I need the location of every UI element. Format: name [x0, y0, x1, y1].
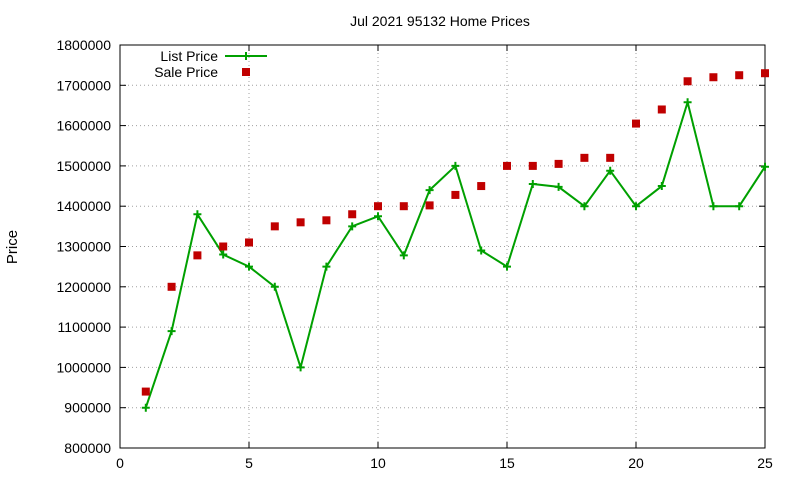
- sale-price-point: [451, 190, 460, 199]
- sale-price-point: [348, 210, 357, 219]
- series: [141, 69, 769, 412]
- sale-price-point: [193, 251, 202, 260]
- list-price-line: [144, 98, 766, 409]
- list-price-point: [296, 363, 305, 372]
- sale-price-point: [219, 242, 228, 251]
- list-price-point: [425, 186, 434, 195]
- sale-price-point: [606, 153, 615, 162]
- list-price-point: [193, 210, 202, 219]
- sale-price-point: [167, 282, 176, 291]
- list-price-point: [657, 182, 666, 191]
- list-price-point: [167, 327, 176, 336]
- grid: [120, 45, 765, 448]
- list-price-point: [503, 262, 511, 271]
- list-price-point: [219, 250, 228, 259]
- x-tick-label: 15: [499, 455, 515, 471]
- y-tick-label: 1000000: [56, 359, 111, 375]
- legend-label-sale-price: Sale Price: [154, 64, 218, 80]
- sale-price-point: [477, 182, 486, 191]
- list-price-point: [451, 161, 460, 170]
- list-price-point: [683, 98, 692, 107]
- sale-price-point: [503, 161, 511, 170]
- legend: List Price Sale Price: [154, 48, 267, 80]
- y-tick-label: 1800000: [56, 37, 111, 53]
- y-axis-label: Price: [4, 230, 21, 264]
- y-tick-label: 1100000: [58, 319, 112, 335]
- sale-price-point: [425, 201, 434, 210]
- sale-price-point: [270, 222, 279, 231]
- list-price-point: [374, 212, 382, 221]
- list-price-point: [632, 202, 640, 211]
- x-tick-label: 20: [628, 455, 644, 471]
- sale-price-point: [632, 119, 640, 128]
- sale-price-point: [735, 71, 744, 80]
- list-price-point: [270, 282, 279, 291]
- sale-price-point: [374, 202, 382, 211]
- legend-label-list-price: List Price: [160, 48, 218, 64]
- sale-price-point: [399, 202, 408, 211]
- x-tick-label: 10: [370, 455, 386, 471]
- x-tick-label: 25: [757, 455, 773, 471]
- sale-price-point: [296, 218, 305, 227]
- y-tick-label: 1700000: [56, 77, 111, 93]
- sale-price-point: [709, 73, 718, 82]
- legend-marker-sale-price: [242, 68, 250, 76]
- list-price-point: [580, 202, 589, 211]
- list-price-point: [528, 180, 537, 189]
- list-price-point: [554, 182, 563, 191]
- list-price-point: [709, 202, 718, 211]
- y-tick-label: 1400000: [56, 198, 111, 214]
- list-price-point: [399, 251, 408, 260]
- list-price-point: [322, 262, 331, 271]
- sale-price-point: [683, 77, 692, 86]
- sale-price-point: [657, 105, 666, 114]
- y-tick-label: 1300000: [56, 239, 111, 255]
- axis-ticks: 0 5 10 15 20 25 800000 900000 1000000 1100000 1200…: [56, 37, 773, 471]
- list-price-point: [348, 222, 357, 231]
- list-price-point: [606, 166, 615, 175]
- list-price-point: [477, 246, 486, 255]
- chart-title: Jul 2021 95132 Home Prices: [350, 13, 530, 29]
- y-tick-label: 900000: [64, 400, 111, 416]
- sale-price-point: [528, 161, 537, 170]
- y-tick-label: 1500000: [56, 158, 111, 174]
- sale-price-point: [761, 69, 769, 78]
- list-price-point: [735, 202, 744, 211]
- x-tick-label: 0: [116, 455, 124, 471]
- list-price-point: [761, 162, 769, 171]
- sale-price-point: [141, 387, 150, 396]
- sale-price-point: [322, 216, 331, 225]
- legend-marker-list-price: [242, 52, 250, 60]
- sale-price-point: [245, 238, 253, 247]
- y-tick-label: 1600000: [56, 118, 111, 134]
- y-tick-label: 800000: [64, 440, 111, 456]
- sale-price-point: [554, 159, 563, 168]
- list-price-point: [245, 262, 253, 271]
- x-tick-label: 5: [245, 455, 253, 471]
- list-price-point: [141, 403, 150, 412]
- sale-price-point: [580, 153, 589, 162]
- y-tick-label: 1200000: [56, 279, 111, 295]
